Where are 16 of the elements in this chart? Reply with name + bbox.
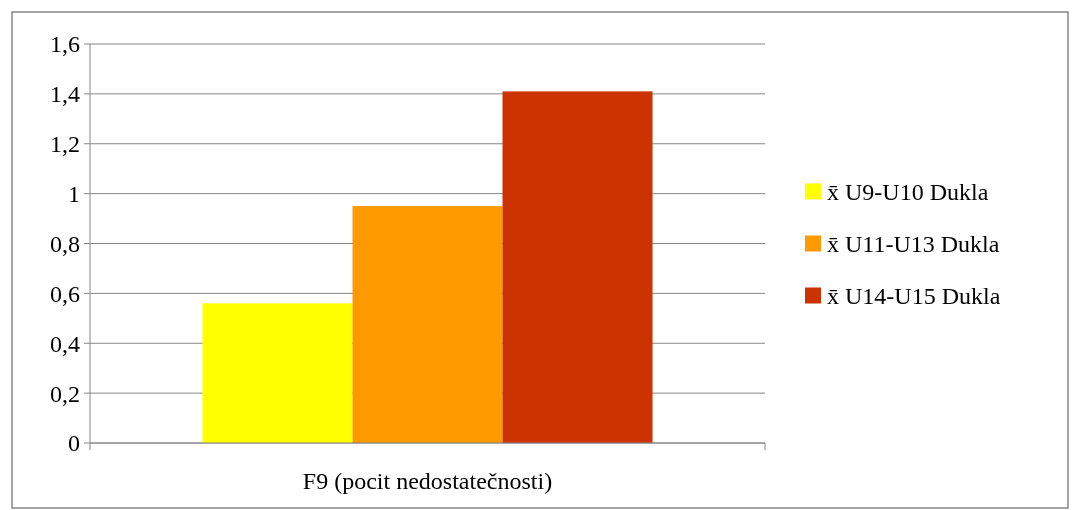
y-tick-label: 0,2 <box>50 380 80 407</box>
legend-label: x̄ U14-U15 Dukla <box>827 282 1001 309</box>
bar <box>352 206 503 443</box>
y-tick-label: 1 <box>68 181 80 208</box>
bar <box>502 91 653 443</box>
y-tick-label: 1,6 <box>50 31 80 58</box>
legend-label: x̄ U9-U10 Dukla <box>827 178 989 205</box>
y-tick-label: 0,6 <box>50 280 80 307</box>
y-tick-label: 0,8 <box>50 230 80 257</box>
bar <box>202 303 353 443</box>
y-tick-label: 1,2 <box>50 131 80 158</box>
y-tick-label: 0,4 <box>50 330 80 357</box>
legend-label: x̄ U11-U13 Dukla <box>827 230 1000 257</box>
x-tick-label: F9 (pocit nedostatečnosti) <box>302 468 553 494</box>
y-tick-label: 0 <box>68 430 80 457</box>
y-tick-label: 1,4 <box>50 81 80 108</box>
